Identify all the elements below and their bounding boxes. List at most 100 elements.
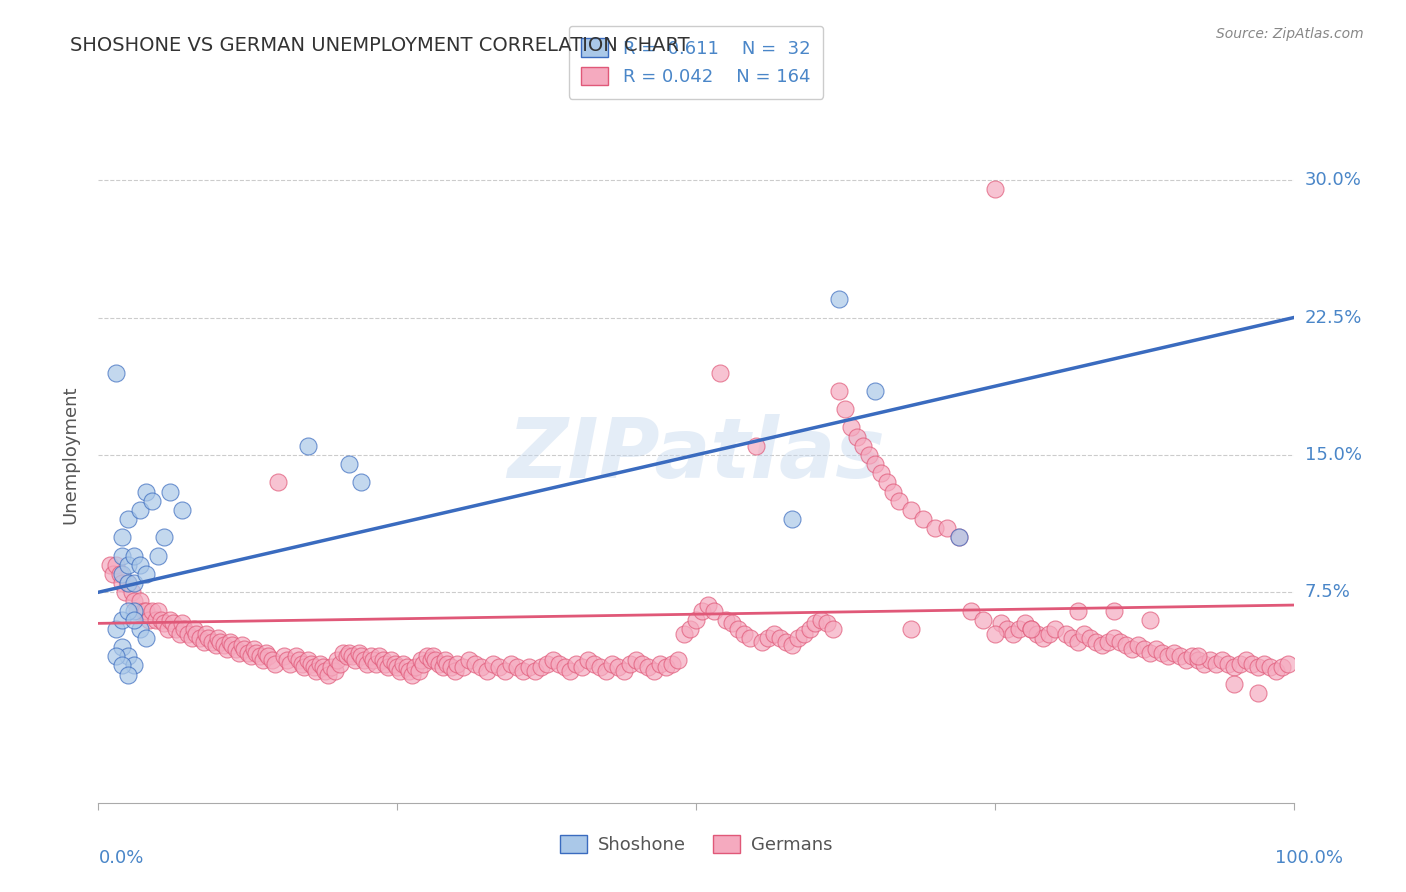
Point (329, 657, 352, 671)
Point (332, 646, 354, 660)
Point (186, 627, 208, 641)
Point (278, 657, 301, 671)
Point (1247, 660, 1270, 674)
Point (799, 622, 821, 636)
Point (111, 640, 134, 655)
Point (882, 484, 904, 499)
Point (117, 667, 139, 681)
Point (560, 664, 582, 678)
Point (1085, 634, 1108, 648)
Point (236, 646, 259, 660)
Point (105, 622, 128, 636)
Point (972, 613, 994, 627)
Point (1258, 660, 1281, 674)
Point (364, 657, 387, 671)
Point (183, 622, 205, 636)
Point (1175, 653, 1198, 667)
Point (141, 493, 163, 508)
Point (416, 649, 439, 664)
Point (384, 657, 406, 671)
Text: 0.0%: 0.0% (98, 849, 143, 867)
Point (911, 512, 934, 526)
Point (443, 664, 465, 678)
Point (398, 664, 420, 678)
Point (1109, 634, 1132, 648)
Point (685, 613, 707, 627)
Point (512, 664, 534, 678)
Point (117, 576, 139, 591)
Point (395, 660, 418, 674)
Point (392, 657, 415, 671)
Point (828, 384, 851, 398)
Point (440, 660, 463, 674)
Point (451, 660, 474, 674)
Point (1032, 631, 1054, 645)
Point (554, 660, 576, 674)
Point (212, 638, 235, 652)
Point (738, 631, 761, 645)
Point (1001, 627, 1024, 641)
Point (499, 657, 522, 671)
Point (129, 558, 152, 572)
Point (948, 530, 970, 544)
Point (1014, 616, 1036, 631)
Point (841, 420, 863, 434)
Text: 22.5%: 22.5% (1305, 309, 1362, 326)
Point (149, 613, 172, 627)
Point (464, 657, 486, 671)
Point (607, 660, 630, 674)
Point (339, 646, 361, 660)
Point (751, 634, 773, 648)
Point (153, 616, 176, 631)
Point (172, 503, 194, 517)
Point (488, 660, 510, 674)
Point (299, 657, 322, 671)
Point (308, 657, 330, 671)
Point (427, 657, 450, 671)
Point (1152, 646, 1174, 660)
Point (231, 638, 253, 652)
Text: 7.5%: 7.5% (1305, 583, 1351, 601)
Point (1247, 686, 1270, 700)
Point (129, 503, 152, 517)
Point (252, 653, 274, 667)
Point (363, 653, 385, 667)
Point (124, 603, 146, 617)
Point (288, 653, 311, 667)
Point (679, 622, 702, 636)
Point (153, 530, 176, 544)
Point (768, 631, 790, 645)
Point (602, 657, 624, 671)
Point (1008, 622, 1031, 636)
Point (780, 512, 803, 526)
Point (195, 627, 218, 641)
Point (117, 558, 139, 572)
Point (1187, 653, 1209, 667)
Point (385, 660, 409, 674)
Point (124, 549, 146, 563)
Point (506, 660, 529, 674)
Point (117, 649, 139, 664)
Point (481, 657, 505, 671)
Point (436, 657, 458, 671)
Point (412, 657, 434, 671)
Point (865, 457, 887, 471)
Point (1019, 622, 1042, 636)
Point (249, 649, 271, 664)
Point (347, 646, 370, 660)
Point (188, 631, 211, 645)
Point (117, 603, 139, 617)
Point (138, 613, 160, 627)
Point (368, 649, 391, 664)
Point (1067, 603, 1090, 617)
Point (709, 366, 731, 380)
Point (1211, 653, 1233, 667)
Text: 100.0%: 100.0% (1275, 849, 1343, 867)
Point (589, 660, 612, 674)
Point (756, 631, 779, 645)
Point (733, 627, 755, 641)
Point (124, 594, 146, 608)
Point (117, 576, 139, 591)
Point (583, 657, 606, 671)
Point (1271, 660, 1294, 674)
